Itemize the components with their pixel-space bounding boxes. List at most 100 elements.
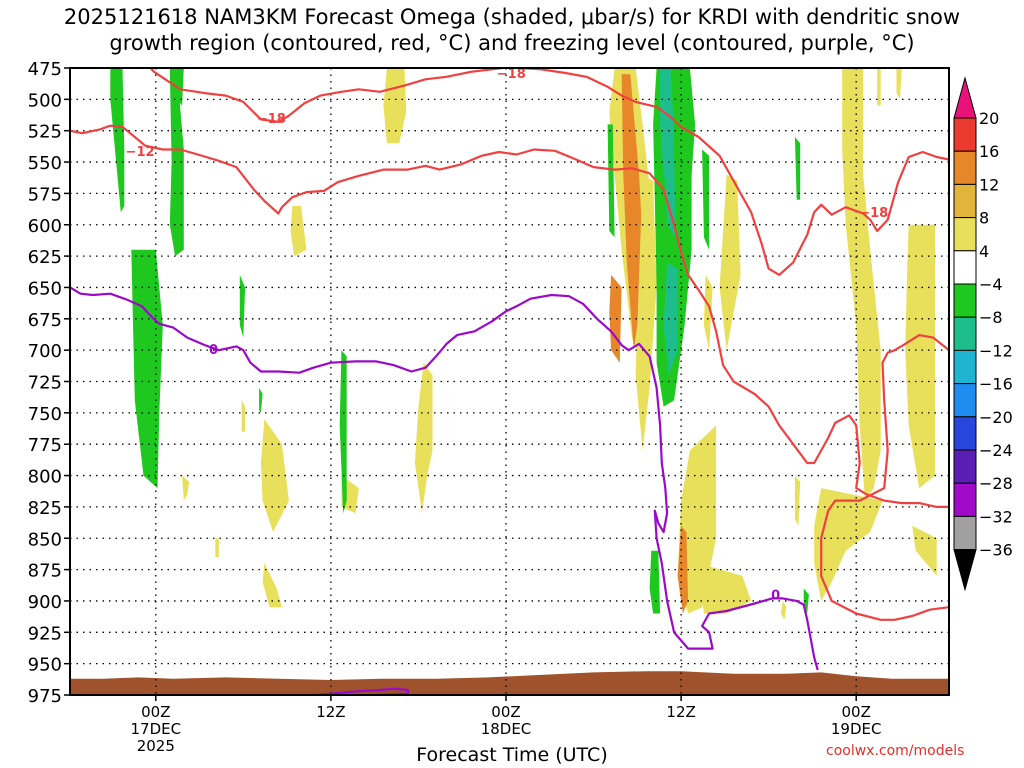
omega-region	[814, 488, 883, 601]
colorbar-label: −16	[979, 375, 1013, 394]
chart-title-line2: growth region (contoured, red, °C) and f…	[109, 31, 915, 55]
y-tick-label: 850	[28, 529, 62, 550]
dgz-contour-label: −18	[497, 67, 526, 82]
y-tick-label: 675	[28, 310, 62, 331]
colorbar-label: −8	[979, 308, 1003, 327]
freezing-contour-label: 0	[209, 343, 218, 358]
omega-region	[877, 68, 881, 106]
y-tick-label: 625	[28, 247, 62, 268]
omega-region	[698, 563, 752, 614]
omega-region	[339, 350, 347, 514]
x-tick-label: 00Z	[842, 703, 871, 721]
omega-region	[702, 149, 710, 250]
omega-region	[912, 525, 937, 576]
y-tick-label: 950	[28, 655, 62, 676]
omega-region	[241, 400, 246, 432]
colorbar-swatch	[953, 383, 977, 418]
colorbar-swatch	[953, 217, 977, 252]
omega-region	[649, 550, 661, 614]
omega-shading	[110, 68, 937, 620]
omega-region	[635, 174, 657, 451]
freezing-contour	[70, 286, 819, 671]
colorbar-label: −24	[979, 441, 1013, 460]
terrain-fill	[70, 671, 949, 695]
omega-region	[677, 525, 689, 614]
dgz-contour	[70, 124, 949, 508]
colorbar-label: 4	[979, 242, 989, 261]
omega-region	[182, 475, 190, 501]
colorbar-swatch	[953, 449, 977, 484]
y-tick-label: 525	[28, 122, 62, 143]
y-tick-label: 925	[28, 623, 62, 644]
colorbar-label: −4	[979, 275, 1003, 294]
colorbar-swatch	[953, 283, 977, 318]
colorbar-label: −20	[979, 408, 1013, 427]
colorbar-swatch	[953, 183, 977, 219]
colorbar-label: 20	[979, 109, 999, 128]
colorbar-label: −28	[979, 474, 1013, 493]
omega-region	[607, 124, 615, 238]
x-tick-label: 19DEC	[831, 720, 882, 738]
omega-region	[703, 274, 713, 351]
omega-region	[262, 563, 282, 608]
colorbar-swatch	[953, 515, 977, 551]
y-tick-label: 550	[28, 153, 62, 174]
omega-region	[215, 538, 219, 558]
omega-region	[260, 419, 289, 532]
y-tick-label: 500	[28, 90, 62, 111]
colorbar-label: −32	[979, 507, 1013, 526]
y-tick-label: 700	[28, 341, 62, 362]
omega-region	[110, 68, 125, 213]
x-axis-title: Forecast Time (UTC)	[416, 744, 608, 766]
y-tick-label: 575	[28, 184, 62, 205]
x-tick-label: 17DEC	[131, 720, 182, 738]
omega-region	[259, 387, 263, 413]
y-tick-label: 800	[28, 467, 62, 488]
dgz-contour	[149, 68, 503, 124]
colorbar-label: 8	[979, 209, 989, 228]
colorbar-top-arrow	[953, 76, 977, 119]
omega-region	[239, 274, 246, 338]
colorbar-swatch	[953, 316, 977, 351]
chart-title: 2025121618 NAM3KM Forecast Omega (shaded…	[0, 4, 1024, 56]
y-tick-label: 775	[28, 435, 62, 456]
y-tick-label: 825	[28, 498, 62, 519]
dgz-contour	[519, 68, 949, 276]
omega-region	[719, 174, 741, 351]
y-tick-label: 750	[28, 404, 62, 425]
chart-title-line1: 2025121618 NAM3KM Forecast Omega (shaded…	[63, 5, 961, 29]
y-tick-label: 900	[28, 592, 62, 613]
colorbar-legend: 20 16 12 8 4 −4 −8 −12 −16 −20 −24 −28 −32 −36	[953, 76, 1013, 592]
omega-region	[794, 475, 801, 526]
contour-lines: −18 −18 −12 −18 0 0	[70, 67, 949, 695]
colorbar-swatch	[953, 250, 977, 285]
dgz-contour	[820, 334, 949, 621]
omega-region	[780, 600, 787, 620]
dgz-contour-label: −18	[257, 112, 286, 127]
omega-region	[383, 68, 407, 144]
colorbar-label: 12	[979, 175, 999, 194]
dgz-contour-label: −12	[126, 145, 155, 160]
y-tick-label: 975	[28, 686, 62, 707]
omega-region	[905, 224, 935, 489]
y-tick-label: 600	[28, 216, 62, 237]
x-tick-label: 12Z	[316, 703, 345, 721]
colorbar-label: −36	[979, 541, 1013, 560]
colorbar-swatch	[953, 482, 977, 517]
colorbar-label: 16	[979, 142, 999, 161]
terrain-area	[70, 671, 949, 695]
omega-region	[131, 249, 163, 489]
y-tick-label: 475	[28, 59, 62, 80]
omega-region	[842, 68, 881, 501]
omega-region	[290, 205, 307, 257]
colorbar-swatch	[953, 150, 977, 185]
x-tick-label: 18DEC	[481, 720, 532, 738]
x-tick-label: 00Z	[141, 703, 170, 721]
omega-region	[621, 74, 645, 351]
freezing-contour-label: 0	[771, 589, 780, 604]
colorbar-swatch	[953, 416, 977, 451]
dgz-contour-label: −18	[859, 206, 888, 221]
colorbar-bottom-arrow	[953, 549, 977, 592]
colorbar-swatch	[953, 349, 977, 385]
